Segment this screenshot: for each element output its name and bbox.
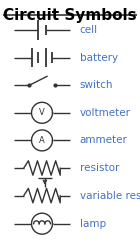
- Text: Circuit Symbols: Circuit Symbols: [3, 8, 137, 24]
- Text: lamp: lamp: [80, 219, 106, 229]
- Text: variable resistor: variable resistor: [80, 191, 140, 201]
- Text: switch: switch: [80, 80, 113, 90]
- Text: ammeter: ammeter: [80, 135, 128, 145]
- Text: battery: battery: [80, 53, 118, 63]
- Text: voltmeter: voltmeter: [80, 108, 131, 118]
- Text: A: A: [39, 136, 45, 145]
- Text: resistor: resistor: [80, 163, 119, 173]
- Text: cell: cell: [80, 25, 98, 35]
- Text: V: V: [39, 108, 45, 117]
